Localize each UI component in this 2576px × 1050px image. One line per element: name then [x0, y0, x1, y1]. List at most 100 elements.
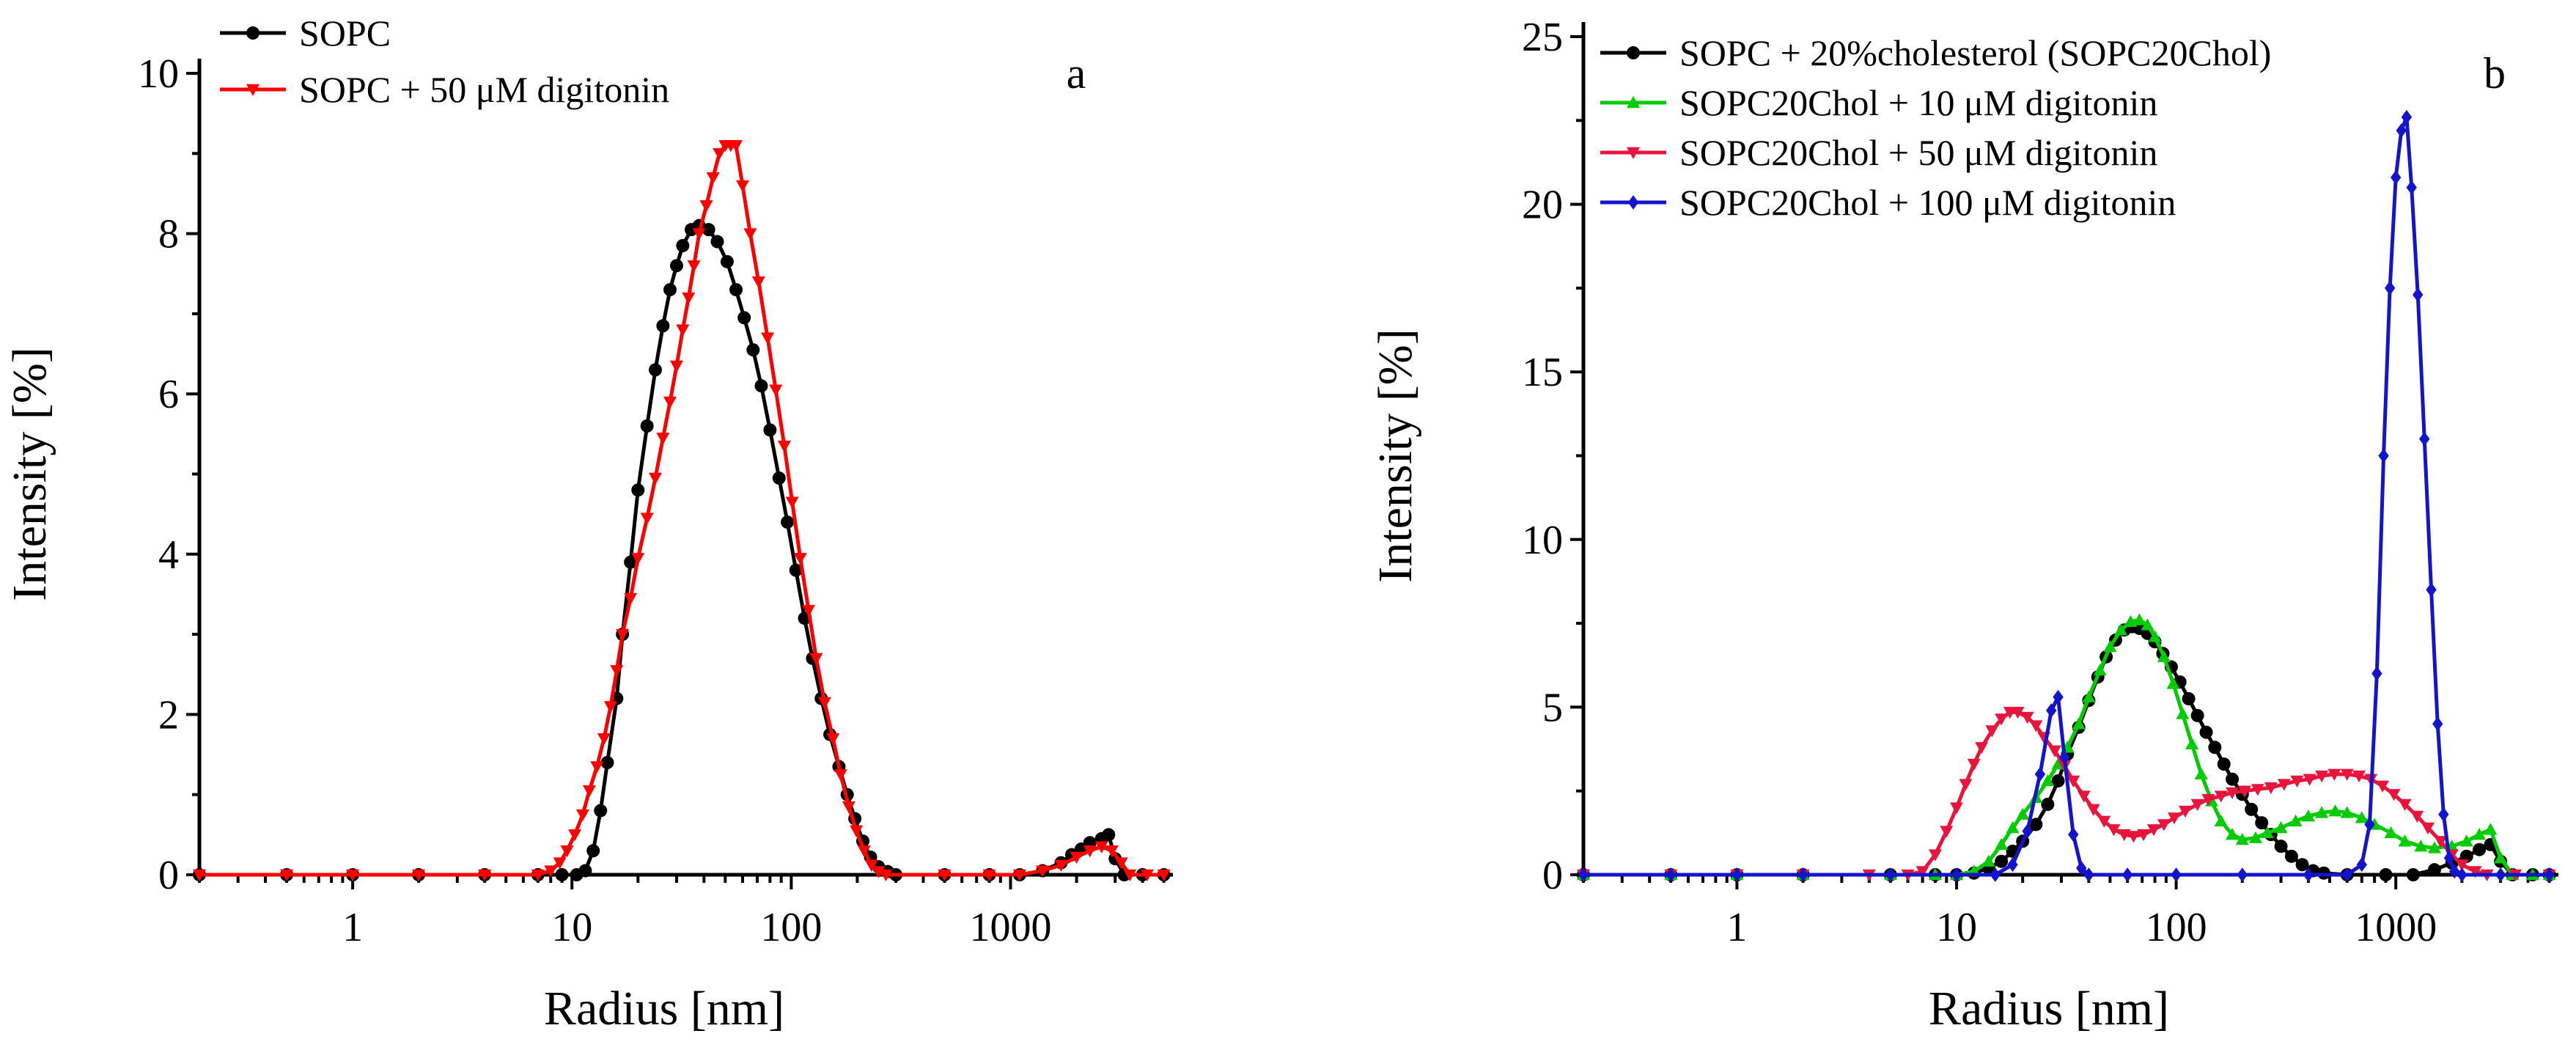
- data-point: [1578, 867, 1589, 882]
- data-point: [2020, 711, 2034, 724]
- legend-marker: [246, 84, 260, 96]
- y-tick-label: 0: [158, 853, 179, 898]
- data-point: [663, 283, 677, 297]
- data-point: [2289, 814, 2303, 827]
- data-point: [743, 228, 757, 241]
- data-point: [2103, 640, 2117, 653]
- data-point: [2315, 806, 2329, 818]
- data-point: [640, 513, 654, 525]
- data-point: [772, 471, 786, 485]
- data-point: [1114, 857, 1128, 870]
- data-point: [2455, 859, 2469, 872]
- data-point: [2468, 866, 2482, 878]
- data-point: [2077, 790, 2091, 803]
- data-point: [2047, 745, 2061, 757]
- data-point: [2251, 784, 2264, 796]
- data-point: [1940, 826, 1954, 838]
- data-point: [597, 733, 611, 746]
- y-tick-label: 6: [158, 372, 179, 417]
- data-point: [2544, 867, 2555, 882]
- data-point: [1967, 758, 1981, 771]
- data-point: [2406, 868, 2420, 881]
- data-point: [793, 553, 807, 565]
- data-point: [1094, 841, 1108, 853]
- data-point: [2053, 689, 2064, 705]
- data-point: [2167, 812, 2181, 825]
- data-point: [2387, 789, 2401, 801]
- data-point: [2301, 809, 2315, 822]
- data-point: [1916, 866, 1929, 878]
- data-point: [2260, 826, 2274, 839]
- data-point: [2194, 767, 2208, 780]
- data-point: [2427, 863, 2441, 877]
- legend-marker: [1627, 195, 1639, 210]
- data-point: [763, 423, 777, 437]
- data-point: [2201, 793, 2215, 807]
- legend-label: SOPC + 50 μM digitonin: [299, 69, 669, 110]
- data-point: [769, 384, 783, 397]
- data-point: [2443, 851, 2455, 866]
- x-tick-label: 1: [1726, 905, 1747, 950]
- data-point: [555, 868, 569, 881]
- data-point: [2235, 832, 2249, 845]
- data-point: [1928, 849, 1942, 862]
- data-point: [2355, 811, 2369, 823]
- data-point: [2007, 857, 2018, 873]
- data-point: [2117, 829, 2131, 842]
- data-point: [2083, 867, 2094, 882]
- data-point: [2432, 716, 2443, 732]
- series-line: [199, 224, 1164, 877]
- legend-label: SOPC20Chol + 10 μM digitonin: [1679, 82, 2157, 123]
- data-point: [2226, 787, 2240, 799]
- data-point: [754, 379, 768, 393]
- data-point: [2208, 741, 2222, 755]
- data-point: [2459, 834, 2473, 847]
- data-point: [2082, 690, 2096, 702]
- data-point: [2303, 867, 2314, 882]
- data-point: [2284, 849, 2298, 863]
- data-point: [682, 292, 696, 305]
- data-point: [2022, 823, 2033, 839]
- data-point: [2226, 772, 2240, 786]
- y-tick-label: 15: [1522, 350, 1563, 395]
- data-point: [412, 869, 426, 881]
- data-point: [1951, 867, 1962, 882]
- data-point: [600, 755, 614, 769]
- y-tick-label: 5: [1542, 685, 1563, 730]
- series-line: [1583, 115, 2550, 877]
- data-point: [720, 254, 734, 268]
- series-3: [1578, 109, 2555, 882]
- data-point: [2137, 829, 2151, 842]
- data-point: [2157, 819, 2171, 831]
- data-point: [2277, 779, 2291, 791]
- data-point: [736, 180, 750, 193]
- data-point: [781, 515, 795, 529]
- data-point: [590, 761, 604, 774]
- data-point: [864, 859, 878, 872]
- data-point: [2114, 623, 2128, 636]
- data-point: [2148, 630, 2162, 642]
- series-line: [1583, 710, 2550, 877]
- data-point: [761, 332, 775, 345]
- data-point: [586, 844, 600, 858]
- data-point: [2072, 717, 2086, 730]
- legend-entry: SOPC + 50 μM digitonin: [220, 69, 669, 110]
- data-point: [2414, 840, 2428, 852]
- data-point: [603, 701, 617, 713]
- data-point: [624, 592, 638, 605]
- data-point: [2401, 109, 2413, 125]
- data-point: [1950, 802, 1964, 815]
- y-tick-label: 0: [1542, 853, 1563, 898]
- data-point: [2217, 757, 2231, 771]
- data-point: [2398, 834, 2412, 847]
- data-point: [2473, 828, 2487, 840]
- y-tick-label: 25: [1522, 15, 1563, 60]
- legend-entry: SOPC20Chol + 100 μM digitonin: [1600, 182, 2176, 223]
- data-point: [676, 324, 690, 337]
- data-point: [1054, 859, 1068, 872]
- data-point: [2086, 804, 2100, 816]
- data-point: [2199, 725, 2213, 739]
- data-point: [1981, 854, 1995, 867]
- data-point: [2376, 780, 2390, 793]
- data-point: [631, 553, 645, 565]
